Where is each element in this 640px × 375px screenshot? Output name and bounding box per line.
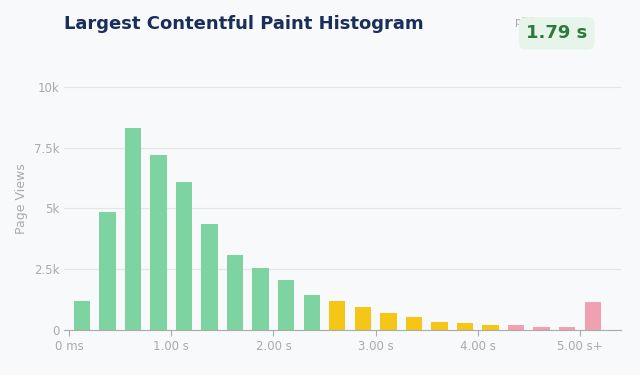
Bar	[74, 301, 90, 330]
Bar	[176, 182, 192, 330]
Text: Largest Contentful Paint Histogram: Largest Contentful Paint Histogram	[64, 15, 424, 33]
Bar	[457, 323, 473, 330]
Bar	[380, 312, 397, 330]
Bar	[406, 317, 422, 330]
Bar	[303, 295, 320, 330]
Bar	[278, 280, 294, 330]
Bar	[508, 325, 524, 330]
Bar	[227, 255, 243, 330]
Bar	[202, 224, 218, 330]
Bar	[99, 212, 116, 330]
Bar	[431, 322, 447, 330]
Bar	[253, 268, 269, 330]
Text: p75: p75	[515, 17, 534, 27]
Text: 1.79 s: 1.79 s	[526, 24, 588, 42]
Bar	[584, 302, 601, 330]
Y-axis label: Page Views: Page Views	[15, 164, 28, 234]
Bar	[483, 325, 499, 330]
Bar	[534, 327, 550, 330]
Bar	[125, 128, 141, 330]
Bar	[559, 327, 575, 330]
Bar	[355, 307, 371, 330]
Bar	[150, 155, 166, 330]
Bar	[329, 301, 346, 330]
